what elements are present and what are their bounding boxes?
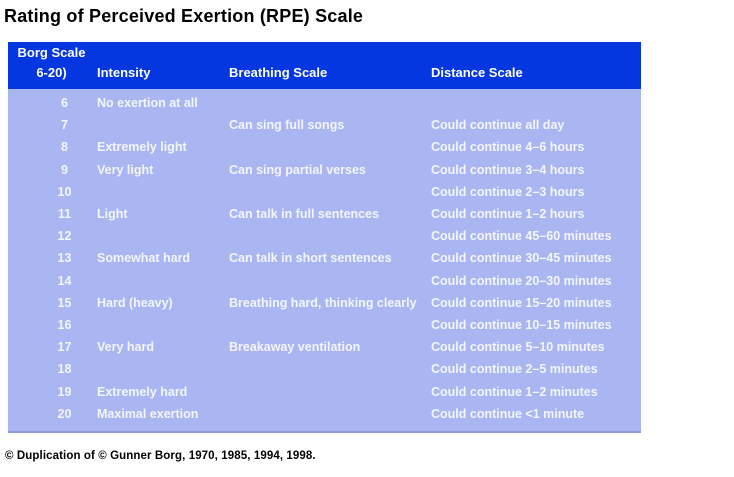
table-row: 20 Maximal exertion Could continue <1 minu… — [8, 403, 641, 425]
cell-distance: Could continue 45–60 minutes — [431, 229, 612, 244]
table-header: Borg Scale 6-20) Intensity Breathing Sca… — [8, 42, 641, 89]
cell-breathing: Breathing hard, thinking clearly — [229, 295, 417, 310]
cell-intensity: Extremely hard — [97, 384, 188, 399]
rpe-table: Borg Scale 6-20) Intensity Breathing Sca… — [8, 42, 641, 434]
cell-distance: Could continue 10–15 minutes — [431, 318, 612, 333]
cell-intensity — [95, 270, 227, 292]
table-row: 16 Could continue 10–15 minutes — [8, 314, 641, 336]
cell-breathing — [227, 403, 429, 425]
cell-borg-scale: 12 — [57, 229, 72, 244]
cell-intensity: No exertion at all — [97, 96, 198, 110]
header-breathing-scale: Breathing Scale — [229, 65, 328, 80]
table-row: 14 Could continue 20–30 minutes — [8, 270, 641, 292]
cell-intensity: Light — [97, 207, 128, 222]
cell-breathing: Breakaway ventilation — [229, 340, 361, 355]
slide: Rating of Perceived Exertion (RPE) Scale… — [0, 4, 734, 477]
cell-distance: Could continue 2–5 minutes — [431, 362, 598, 377]
table-row: 7 Can sing full songs Could continue all d… — [8, 114, 641, 136]
cell-intensity: Extremely light — [97, 140, 187, 155]
cell-intensity — [95, 358, 227, 380]
cell-distance: Could continue 20–30 minutes — [431, 273, 612, 288]
page-title: Rating of Perceived Exertion (RPE) Scale — [4, 6, 364, 26]
cell-breathing — [227, 136, 429, 158]
cell-breathing — [227, 314, 429, 336]
cell-distance: Could continue 30–45 minutes — [431, 251, 612, 266]
table-body: 6 No exertion at all 7 Can sing full songs C… — [8, 89, 641, 434]
cell-borg-scale: 19 — [57, 384, 72, 399]
cell-borg-scale: 14 — [57, 273, 72, 288]
cell-borg-scale: 7 — [61, 118, 68, 133]
cell-borg-scale: 6 — [61, 96, 68, 110]
cell-distance: Could continue 3–4 hours — [431, 162, 585, 177]
cell-borg-scale: 10 — [57, 184, 72, 199]
cell-distance: Could continue all day — [431, 118, 565, 133]
cell-borg-scale: 16 — [57, 318, 72, 333]
table-row: 9 Very light Can sing partial verses Could … — [8, 159, 641, 181]
cell-intensity — [95, 181, 227, 203]
table-row: 15 Hard (heavy) Breathing hard, thinking c… — [8, 292, 641, 314]
table-row: 13 Somewhat hard Can talk in short sentenc… — [8, 247, 641, 269]
cell-distance: Could continue 2–3 hours — [431, 184, 585, 199]
cell-distance: Could continue 4–6 hours — [431, 140, 585, 155]
header-borg-scale: Borg Scale 6-20) — [8, 43, 95, 83]
cell-distance: Could continue 15–20 minutes — [431, 295, 612, 310]
footer-copyright: © Duplication of © Gunner Borg, 1970, 19… — [5, 450, 316, 462]
cell-distance — [429, 92, 641, 114]
cell-breathing — [227, 381, 429, 403]
cell-breathing — [227, 181, 429, 203]
cell-borg-scale: 17 — [57, 340, 72, 355]
cell-breathing: Can talk in short sentences — [229, 251, 392, 266]
table-row: 8 Extremely light Could continue 4–6 hours — [8, 136, 641, 158]
table-row: 6 No exertion at all — [8, 92, 641, 114]
table-row: 18 Could continue 2–5 minutes — [8, 358, 641, 380]
cell-borg-scale: 9 — [61, 162, 68, 177]
table-row: 17 Very hard Breakaway ventilation Could co… — [8, 336, 641, 358]
header-distance-scale: Distance Scale — [431, 65, 523, 80]
table-row: 12 Could continue 45–60 minutes — [8, 225, 641, 247]
cell-breathing — [227, 270, 429, 292]
header-intensity: Intensity — [97, 65, 151, 80]
cell-intensity: Maximal exertion — [97, 406, 199, 421]
header-borg-scale-line1: Borg Scale — [17, 45, 86, 60]
cell-distance: Could continue <1 minute — [431, 406, 585, 421]
cell-intensity: Very light — [97, 162, 154, 177]
cell-distance: Could continue 1–2 minutes — [431, 384, 598, 399]
cell-distance: Could continue 5–10 minutes — [431, 340, 605, 355]
cell-intensity: Hard (heavy) — [97, 295, 173, 310]
cell-borg-scale: 11 — [57, 207, 72, 222]
cell-breathing — [227, 225, 429, 247]
cell-breathing: Can sing full songs — [229, 118, 345, 133]
cell-borg-scale: 13 — [57, 251, 72, 266]
cell-intensity: Very hard — [97, 340, 154, 355]
table-row: 19 Extremely hard Could continue 1–2 minut… — [8, 381, 641, 403]
cell-breathing: Can sing partial verses — [229, 162, 366, 177]
cell-borg-scale: 20 — [57, 406, 72, 421]
header-borg-scale-line2: 6-20) — [36, 65, 67, 80]
cell-distance: Could continue 1–2 hours — [431, 207, 585, 222]
cell-intensity — [95, 114, 227, 136]
cell-intensity: Somewhat hard — [97, 251, 191, 266]
table-row: 11 Light Can talk in full sentences Could c… — [8, 203, 641, 225]
cell-intensity — [95, 314, 227, 336]
cell-borg-scale: 8 — [61, 140, 68, 155]
cell-borg-scale: 15 — [57, 295, 72, 310]
cell-breathing: Can talk in full sentences — [229, 207, 380, 222]
table-row: 10 Could continue 2–3 hours — [8, 181, 641, 203]
cell-breathing — [227, 358, 429, 380]
cell-borg-scale: 18 — [57, 362, 72, 377]
cell-intensity — [95, 225, 227, 247]
cell-breathing — [227, 92, 429, 114]
